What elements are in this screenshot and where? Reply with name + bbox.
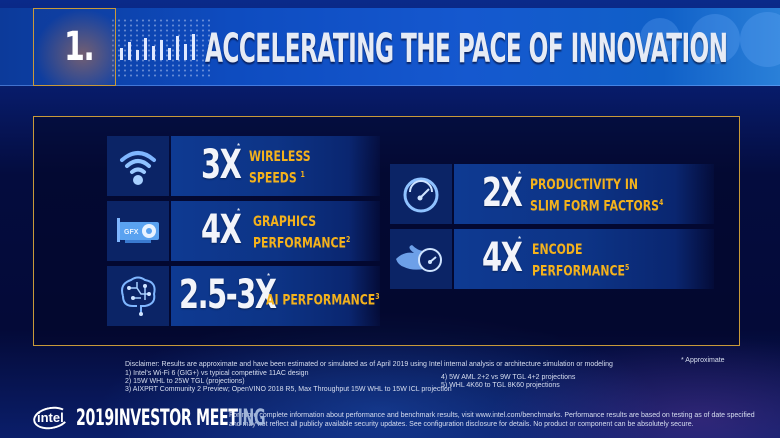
- svg-text:GFX: GFX: [124, 229, 139, 236]
- stat-label: WIRELESS SPEEDS 1: [249, 149, 311, 187]
- section-number-frame: [33, 8, 116, 86]
- speedometer-icon-tile: [390, 164, 452, 224]
- stat-label: GRAPHICS PERFORMANCE2: [253, 214, 351, 252]
- asterisk: *: [518, 170, 522, 179]
- asterisk: *: [237, 207, 241, 216]
- graphics-card-icon: GFX: [117, 218, 159, 243]
- disclaimer-note-3: 3) AIXPRT Community 2 Preview; OpenVINO …: [125, 386, 452, 393]
- bokeh-decoration: [740, 12, 780, 67]
- header-banner: [0, 8, 780, 86]
- ai-icon-tile: [107, 266, 169, 326]
- stat-value: 3X: [201, 142, 242, 188]
- stat-productivity: 2X * PRODUCTIVITY IN SLIM FORM FACTORS4: [454, 164, 714, 224]
- disclaimer-footer-line2: and may not reflect all publicly availab…: [229, 421, 694, 428]
- bokeh-decoration: [640, 18, 680, 58]
- stat-encode: 4X * ENCODE PERFORMANCE5: [454, 229, 714, 289]
- disclaimer-footer-line1: For more complete information about perf…: [229, 412, 755, 419]
- encode-icon-tile: [390, 229, 452, 289]
- asterisk: *: [237, 142, 241, 151]
- stat-graphics: 4X * GRAPHICS PERFORMANCE2: [171, 201, 380, 261]
- stat-wireless: 3X * WIRELESS SPEEDS 1: [171, 136, 380, 196]
- stat-value: 4X: [201, 207, 242, 253]
- stat-ai: 2.5-3X * AI PERFORMANCE3: [171, 266, 380, 326]
- wifi-icon-tile: [107, 136, 169, 196]
- asterisk: *: [518, 235, 522, 244]
- stat-label: ENCODE PERFORMANCE5: [532, 242, 630, 280]
- stat-value: 2.5-3X: [179, 272, 277, 318]
- stock-chart-decoration: [118, 30, 198, 60]
- flaming-speedometer-icon: [396, 245, 442, 272]
- intel-logo: intel: [37, 410, 64, 425]
- event-branding: 2019INVESTOR MEETING: [76, 406, 266, 431]
- speedometer-icon: [403, 177, 439, 213]
- disclaimer-note-5: 5) WHL 4K60 to TGL 8K60 projections: [441, 382, 560, 389]
- wifi-icon: [120, 151, 156, 185]
- disclaimer-note-1: 1) Intel's Wi-Fi 6 (GIG+) vs typical com…: [125, 370, 309, 377]
- disclaimer-note-4: 4) 5W AML 2+2 vs 9W TGL 4+2 projections: [441, 374, 576, 381]
- disclaimer-note-2: 2) 15W WHL to 25W TGL (projections): [125, 378, 245, 385]
- disclaimer-intro: Disclaimer: Results are approximate and …: [125, 361, 613, 368]
- ai-brain-icon: [121, 276, 156, 316]
- stat-value: 4X: [482, 235, 523, 281]
- page-title: ACCELERATING THE PACE OF INNOVATION: [205, 26, 728, 72]
- graphics-icon-tile: GFX: [107, 201, 169, 261]
- asterisk: *: [267, 272, 271, 281]
- section-number: 1.: [64, 24, 95, 70]
- bokeh-decoration: [690, 14, 740, 64]
- stat-label: AI PERFORMANCE3: [266, 292, 380, 309]
- stat-value: 2X: [482, 170, 523, 216]
- approximate-note: * Approximate: [681, 357, 725, 364]
- stat-label: PRODUCTIVITY IN SLIM FORM FACTORS4: [530, 177, 664, 215]
